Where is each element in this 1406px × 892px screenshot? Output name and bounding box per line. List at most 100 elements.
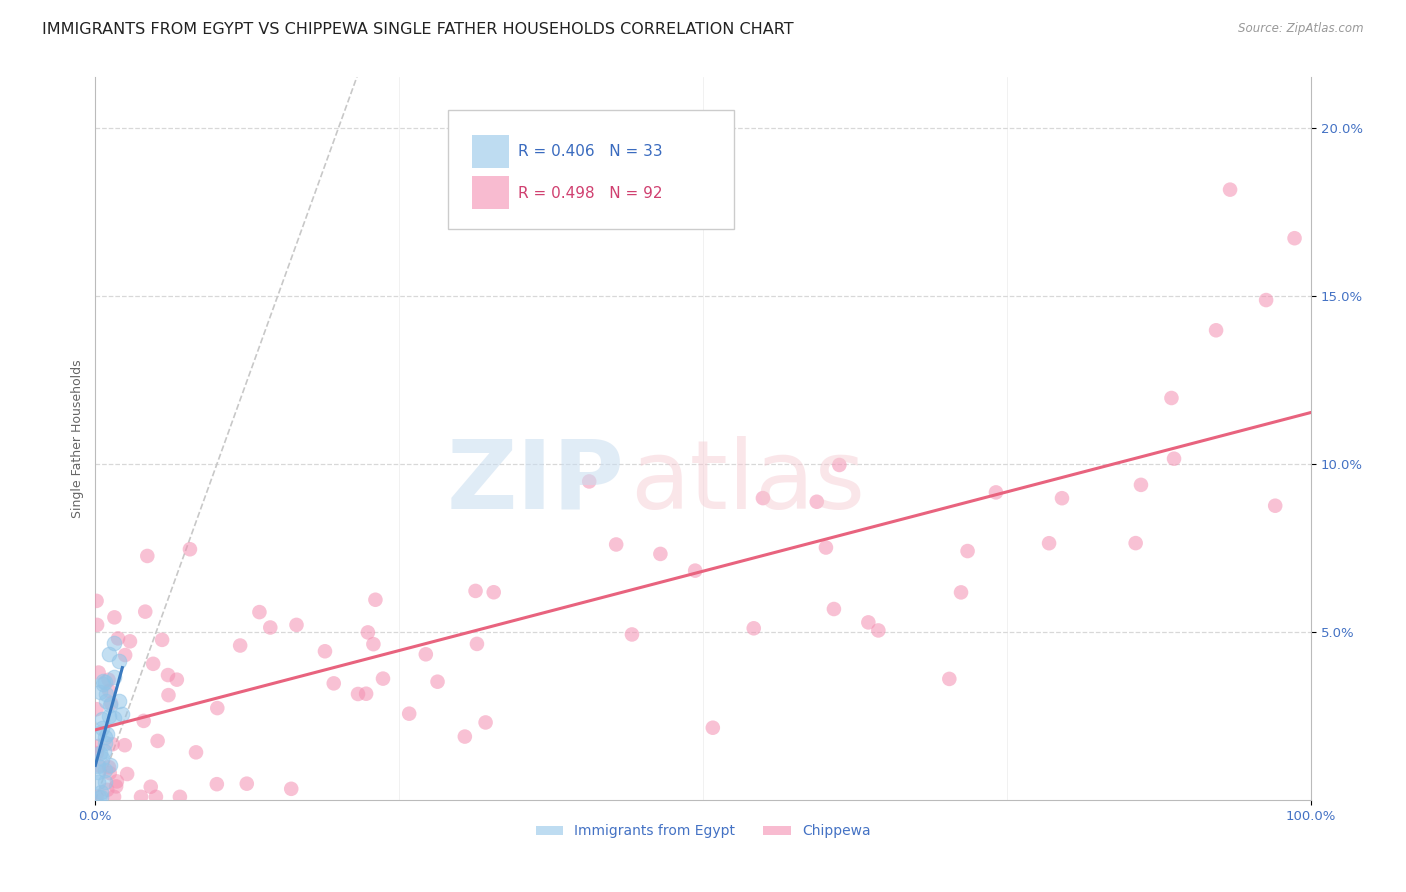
Point [93,743,115,757]
Point [98,698,121,713]
Point [868,624,890,638]
Point [179,542,201,557]
Point [100,697,122,711]
Point [1163,451,1185,466]
Point [87,726,110,740]
Point [91,673,114,688]
Point [118,634,141,648]
Point [87,765,110,780]
Point [114,648,136,662]
Point [86,746,108,760]
Point [94,775,117,789]
Point [86,789,108,804]
Point [86,702,108,716]
Point [96,687,118,701]
FancyBboxPatch shape [449,110,734,229]
Point [86,594,108,608]
Point [938,672,960,686]
Point [482,585,505,599]
Point [150,632,173,647]
Point [229,639,252,653]
Point [702,721,724,735]
Point [249,605,271,619]
Point [108,694,131,708]
Text: IMMIGRANTS FROM EGYPT VS CHIPPEWA SINGLE FATHER HOUSEHOLDS CORRELATION CHART: IMMIGRANTS FROM EGYPT VS CHIPPEWA SINGLE… [42,22,794,37]
Point [314,644,336,658]
Point [169,789,191,804]
Point [114,738,136,752]
Text: R = 0.498   N = 92: R = 0.498 N = 92 [519,186,662,201]
Point [1284,231,1306,245]
Point [98,766,121,780]
Point [90,722,112,736]
Point [94,694,117,708]
Point [1125,536,1147,550]
Point [94,731,117,745]
Bar [472,177,509,209]
Point [134,605,156,619]
Point [96,727,118,741]
Point [94,674,117,689]
Text: atlas: atlas [630,435,865,529]
Point [950,585,973,599]
Point [98,708,121,723]
Point [129,789,152,804]
Point [371,672,394,686]
Point [184,745,207,759]
Point [398,706,420,721]
Point [814,541,837,555]
Point [806,495,828,509]
Point [103,711,125,725]
Point [285,618,308,632]
Y-axis label: Single Father Households: Single Father Households [72,359,84,518]
Point [465,637,488,651]
Point [103,636,125,650]
Point [115,767,138,781]
Point [280,781,302,796]
Point [1264,499,1286,513]
Point [105,780,128,794]
Point [156,668,179,682]
Point [363,637,385,651]
Point [984,485,1007,500]
Point [474,715,496,730]
Point [94,763,117,777]
Point [415,648,437,662]
Point [1160,391,1182,405]
Point [90,789,112,804]
Point [157,688,180,702]
Point [108,654,131,668]
Point [90,751,112,765]
Point [956,544,979,558]
Point [205,777,228,791]
Point [858,615,880,630]
Point [426,674,449,689]
Point [1205,323,1227,337]
Point [87,789,110,804]
Point [146,734,169,748]
Point [86,618,108,632]
Point [828,458,851,472]
Point [1219,183,1241,197]
Point [103,670,125,684]
Point [87,665,110,680]
Point [823,602,845,616]
Point [464,583,486,598]
Point [1038,536,1060,550]
Point [145,789,167,804]
Point [89,746,111,760]
Point [132,714,155,728]
Point [347,687,370,701]
Point [87,759,110,773]
Point [98,760,121,774]
Text: R = 0.406   N = 33: R = 0.406 N = 33 [519,145,664,160]
Point [107,632,129,646]
Point [354,687,377,701]
Point [683,564,706,578]
Point [90,784,112,798]
Point [454,730,477,744]
Point [103,789,125,804]
Text: ZIP: ZIP [446,435,624,529]
Point [98,683,121,698]
Bar [472,136,509,168]
